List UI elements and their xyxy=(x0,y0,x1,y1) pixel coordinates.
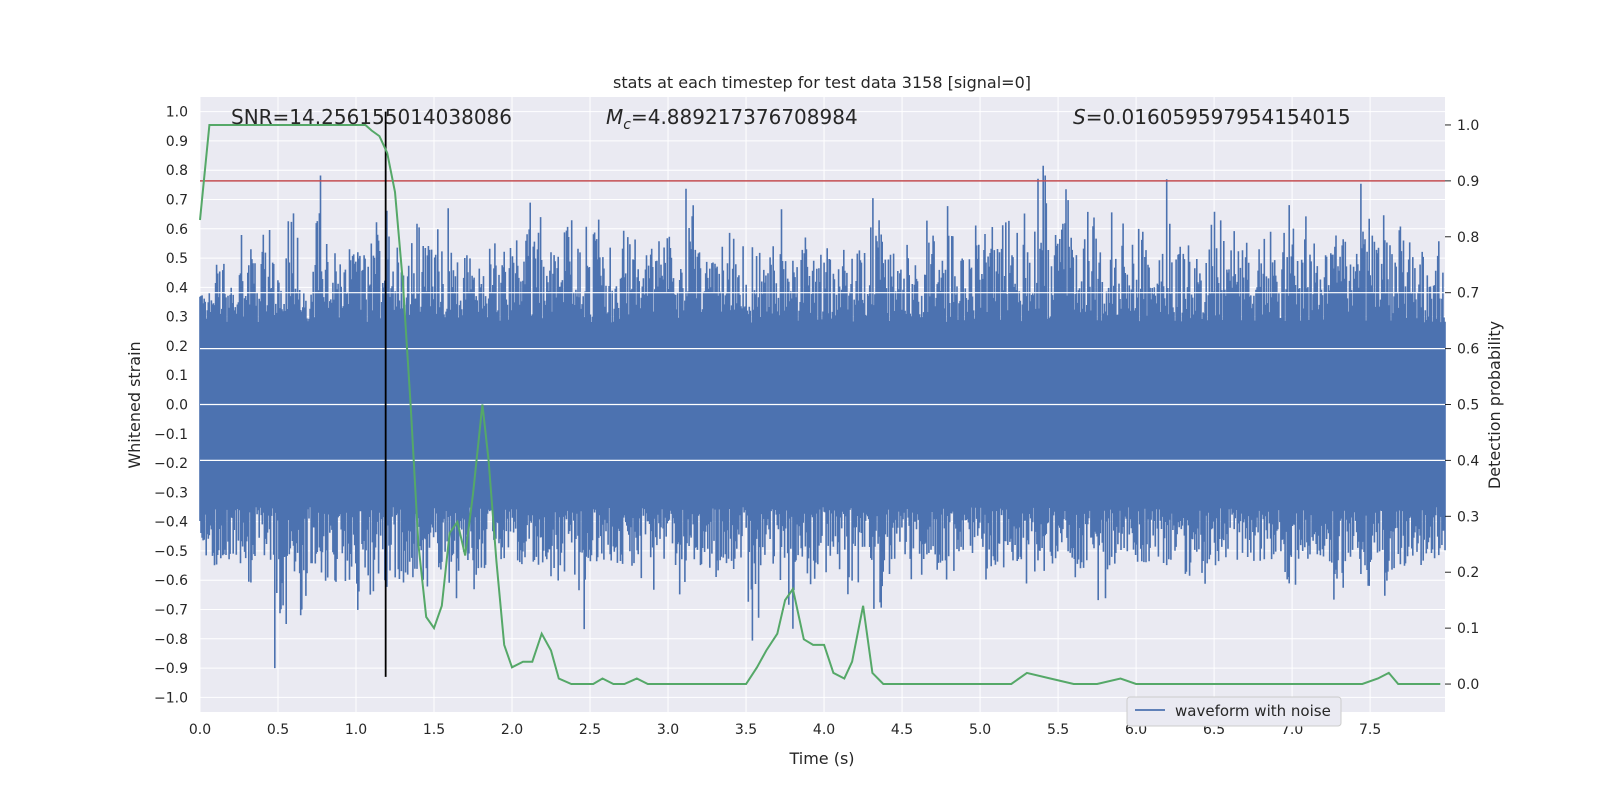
y-right-tick-label: 0.4 xyxy=(1457,453,1479,469)
y-tick-labels: −1.0 −0.9 −0.8 −0.7 −0.6 −0.5 −0.4 −0.3 −0.2 −0.1… xyxy=(154,105,188,707)
x-tick-label: 7.5 xyxy=(1359,722,1381,738)
x-tick-label: 4.0 xyxy=(813,722,835,738)
y-tick-label: 0.9 xyxy=(166,134,188,150)
snr-annotation: SNR=14.256155014038086 xyxy=(231,105,512,129)
y-tick-label: 1.0 xyxy=(166,105,188,121)
chirp-mass-annotation: Mc=4.889217376708984 xyxy=(606,105,858,133)
x-tick-label: 0.0 xyxy=(189,722,211,738)
x-tick-label: 0.5 xyxy=(267,722,289,738)
chart-title: stats at each timestep for test data 315… xyxy=(613,73,1031,92)
probability-series xyxy=(199,124,1441,685)
probability-line xyxy=(199,124,1441,685)
y-right-tick-labels: 0.0 0.1 0.2 0.3 0.4 0.5 0.6 0.7 0.8 0.9 1.0 xyxy=(1445,118,1479,693)
waveform-line xyxy=(199,165,1446,669)
x-tick-label: 3.5 xyxy=(735,722,757,738)
y-tick-label: 0.4 xyxy=(166,280,188,296)
x-axis-label: Time (s) xyxy=(788,749,854,768)
y-tick-label: −0.4 xyxy=(154,515,188,531)
y-right-tick-label: 0.8 xyxy=(1457,230,1479,246)
y-right-tick-label: 0.9 xyxy=(1457,174,1479,190)
y-tick-label: 0.6 xyxy=(166,222,188,238)
y-tick-label: 0.3 xyxy=(166,310,188,326)
y-tick-label: −1.0 xyxy=(154,690,188,706)
x-tick-label: 2.0 xyxy=(501,722,523,738)
y-right-tick-label: 0.0 xyxy=(1457,677,1479,693)
y-tick-label: −0.2 xyxy=(154,456,188,472)
x-tick-label: 1.5 xyxy=(423,722,445,738)
y-right-tick-label: 0.1 xyxy=(1457,621,1479,637)
y-tick-label: 0.1 xyxy=(166,368,188,384)
y-tick-label: 0.8 xyxy=(166,163,188,179)
legend: waveform with noise xyxy=(1126,696,1342,727)
y-right-axis-label: Detection probability xyxy=(1485,321,1504,489)
x-tick-label: 4.5 xyxy=(891,722,913,738)
legend-box xyxy=(1126,696,1342,727)
y-tick-label: −0.5 xyxy=(154,544,188,560)
x-tick-label: 3.0 xyxy=(657,722,679,738)
y-right-tick-label: 1.0 xyxy=(1457,118,1479,134)
y-tick-label: −0.3 xyxy=(154,485,188,501)
x-tick-label: 1.0 xyxy=(345,722,367,738)
y-right-tick-label: 0.6 xyxy=(1457,342,1479,358)
y-tick-label: 0.2 xyxy=(166,339,188,355)
y-right-tick-label: 0.2 xyxy=(1457,565,1479,581)
y-axis-label: Whitened strain xyxy=(125,341,144,468)
x-tick-label: 2.5 xyxy=(579,722,601,738)
legend-label: waveform with noise xyxy=(1175,702,1331,720)
y-tick-label: −0.1 xyxy=(154,427,188,443)
y-right-tick-label: 0.5 xyxy=(1457,398,1479,414)
y-tick-label: 0.0 xyxy=(166,398,188,414)
s-annotation: S=0.016059597954154015 xyxy=(1073,105,1351,129)
y-tick-label: −0.6 xyxy=(154,573,188,589)
y-right-tick-label: 0.3 xyxy=(1457,509,1479,525)
x-tick-label: 5.0 xyxy=(969,722,991,738)
y-right-tick-label: 0.7 xyxy=(1457,286,1479,302)
y-tick-label: −0.7 xyxy=(154,603,188,619)
y-tick-label: −0.9 xyxy=(154,661,188,677)
y-tick-label: 0.5 xyxy=(166,251,188,267)
y-tick-label: −0.8 xyxy=(154,632,188,648)
x-tick-label: 5.5 xyxy=(1047,722,1069,738)
y-tick-label: 0.7 xyxy=(166,193,188,209)
